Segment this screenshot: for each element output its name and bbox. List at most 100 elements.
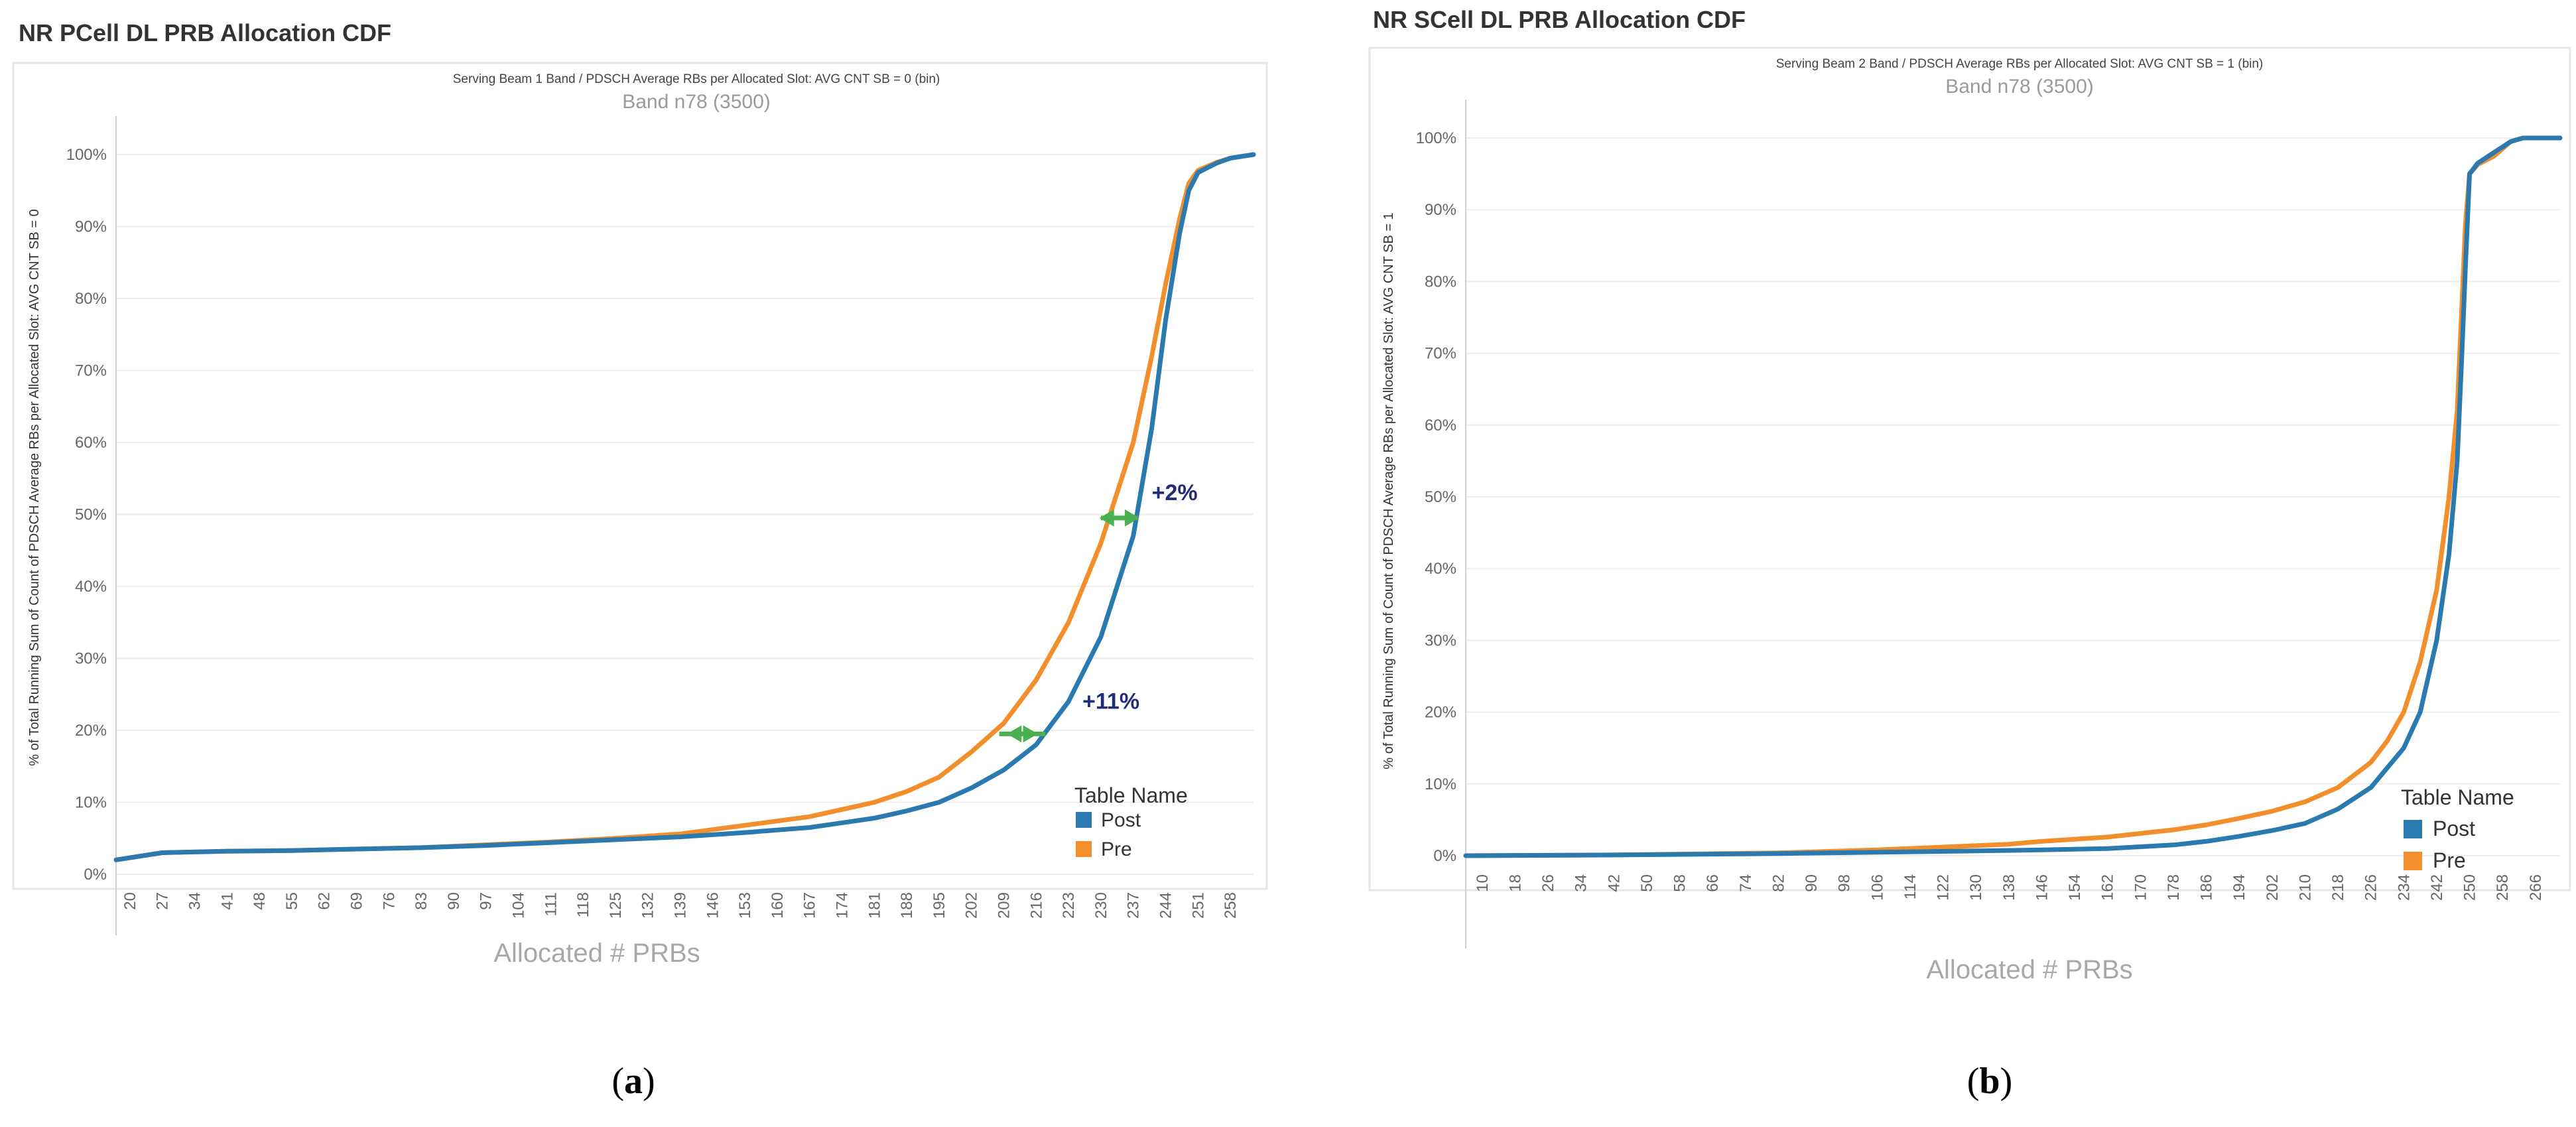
panel-a-legend-label-pre: Pre bbox=[1101, 838, 1132, 860]
panel-b-x-ticks: 10 18 26 34 42 50 58 66 74 82 90 98 106 114 122 130 138 1… bbox=[1474, 874, 2545, 901]
panel-a-subtitle: Serving Beam 1 Band / PDSCH Average RBs … bbox=[453, 72, 940, 86]
panel-a-x-tick-label: 146 bbox=[704, 892, 722, 919]
panel-b-x-tick-label: 234 bbox=[2395, 874, 2413, 901]
panel-a-x-tick-label: 139 bbox=[672, 892, 690, 919]
panel-b-x-tick-label: 26 bbox=[1539, 874, 1557, 892]
panel-b-x-tick-label: 242 bbox=[2428, 874, 2446, 901]
panel-a-series-line-pre bbox=[113, 152, 1256, 862]
panel-a-annotations: +2% +11% bbox=[999, 480, 1198, 743]
panel-a-x-tick-label: 209 bbox=[996, 892, 1013, 919]
panel-b-x-tick-label: 50 bbox=[1638, 874, 1656, 892]
panel-b-x-tick-label: 98 bbox=[1836, 874, 1854, 892]
panel-b-x-tick-label: 90 bbox=[1803, 874, 1821, 892]
panel-b-frame bbox=[1368, 46, 2571, 892]
panel-a-legend-label-post: Post bbox=[1101, 809, 1141, 831]
panel-b-x-tick-label: 162 bbox=[2099, 874, 2117, 901]
panel-b-x-tick-label: 178 bbox=[2165, 874, 2183, 901]
panel-b-y-tick-label: 40% bbox=[1425, 560, 1456, 578]
panel-a-y-tick-label: 0% bbox=[84, 866, 107, 884]
panel-b-y-tick-label: 50% bbox=[1425, 488, 1456, 506]
panel-b-x-tick-label: 226 bbox=[2362, 874, 2380, 901]
panel-b-x-tick-label: 42 bbox=[1605, 874, 1623, 892]
panel-a-x-tick-label: 223 bbox=[1060, 892, 1078, 919]
panel-b-x-tick-label: 10 bbox=[1474, 874, 1492, 892]
panel-a-x-tick-label: 41 bbox=[218, 892, 236, 910]
panel-b-x-tick-label: 210 bbox=[2296, 874, 2314, 901]
panel-b-x-tick-label: 154 bbox=[2066, 874, 2084, 901]
panel-a-series bbox=[113, 152, 1256, 862]
panel-b-x-tick-label: 218 bbox=[2329, 874, 2347, 901]
panel-b-y-tick-label: 20% bbox=[1425, 704, 1456, 722]
panel-a-x-tick-label: 104 bbox=[510, 892, 528, 919]
panel-b-y-tick-label: 100% bbox=[1416, 129, 1456, 147]
panel-a-y-tick-label: 50% bbox=[75, 506, 107, 524]
panel-a-y-ticks: 0% 10% 20% 30% 40% 50% 60% 70% 80% 90% 100% bbox=[66, 146, 107, 884]
panel-a-x-tick-label: 48 bbox=[251, 892, 269, 910]
panel-a-legend-swatch-post bbox=[1076, 812, 1092, 828]
panel-b-x-tick-label: 258 bbox=[2494, 874, 2512, 901]
panel-b-y-tick-label: 80% bbox=[1425, 273, 1456, 291]
panel-a-x-tick-label: 244 bbox=[1157, 892, 1175, 919]
panel-b-x-tick-label: 194 bbox=[2230, 874, 2248, 901]
panel-b-x-tick-label: 34 bbox=[1573, 874, 1590, 892]
panel-b-x-tick-label: 114 bbox=[1901, 874, 1919, 899]
panel-a-arrow-head bbox=[1099, 509, 1114, 527]
panel-b-subtitle: Serving Beam 2 Band / PDSCH Average RBs … bbox=[1776, 57, 2264, 71]
panel-a-x-tick-label: 132 bbox=[639, 892, 657, 919]
panel-b-x-tick-label: 130 bbox=[1967, 874, 1985, 901]
panel-a-y-tick-label: 30% bbox=[75, 650, 107, 668]
panel-a-title: NR PCell DL PRB Allocation CDF bbox=[19, 19, 391, 46]
panel-a-x-ticks: 20 27 34 41 48 55 62 69 76 83 90 97 104 111 118 125 132 1… bbox=[121, 892, 1240, 919]
panel-b-y-tick-label: 30% bbox=[1425, 631, 1456, 649]
caption-b: (b) bbox=[1967, 1061, 2012, 1102]
panel-a-x-tick-label: 34 bbox=[186, 892, 204, 910]
panel-a-y-tick-label: 10% bbox=[75, 794, 107, 812]
panel-a-legend: Table Name Post Pre bbox=[1074, 783, 1188, 860]
panel-a-x-tick-label: 125 bbox=[607, 892, 625, 919]
panel-a-series-line-post bbox=[113, 152, 1256, 862]
panel-b-x-tick-label: 18 bbox=[1506, 874, 1524, 892]
panel-a-x-tick-label: 20 bbox=[121, 892, 139, 910]
panel-a-frame bbox=[12, 62, 1268, 890]
panel-a-x-tick-label: 258 bbox=[1222, 892, 1240, 919]
panel-a-y-tick-label: 90% bbox=[75, 218, 107, 236]
panel-b-x-tick-label: 106 bbox=[1868, 874, 1886, 901]
panel-b-x-tick-label: 186 bbox=[2198, 874, 2216, 901]
panel-b-x-tick-label: 170 bbox=[2132, 874, 2150, 901]
panel-a: NR PCell DL PRB Allocation CDF Serving B… bbox=[12, 19, 1268, 968]
panel-b-y-tick-label: 0% bbox=[1433, 847, 1456, 865]
panel-b-x-tick-label: 66 bbox=[1704, 874, 1722, 892]
panel-a-x-tick-label: 27 bbox=[154, 892, 172, 910]
panel-b-x-tick-label: 82 bbox=[1770, 874, 1787, 892]
panel-a-x-tick-label: 62 bbox=[316, 892, 334, 910]
panel-a-y-tick-label: 80% bbox=[75, 290, 107, 308]
panel-a-x-tick-label: 55 bbox=[283, 892, 301, 910]
panel-b-y-tick-label: 60% bbox=[1425, 417, 1456, 434]
panel-b-y-axis-title: % of Total Running Sum of Count of PDSCH… bbox=[1382, 212, 1396, 769]
panel-a-y-axis-title: % of Total Running Sum of Count of PDSCH… bbox=[27, 209, 42, 766]
panel-b-x-tick-label: 122 bbox=[1935, 874, 1953, 901]
panel-b-y-ticks: 0% 10% 20% 30% 40% 50% 60% 70% 80% 90% 100% bbox=[1416, 129, 1456, 865]
panel-b-x-tick-label: 266 bbox=[2527, 874, 2545, 901]
panel-b-y-tick-label: 70% bbox=[1425, 345, 1456, 363]
panel-a-x-tick-label: 90 bbox=[445, 892, 463, 910]
panel-b-x-tick-label: 74 bbox=[1737, 874, 1755, 892]
panel-a-x-tick-label: 153 bbox=[736, 892, 754, 919]
panel-a-x-tick-label: 83 bbox=[413, 892, 430, 910]
panel-b-series-line-post bbox=[1463, 135, 2563, 858]
panel-a-x-tick-label: 111 bbox=[542, 892, 560, 916]
panel-b-x-tick-label: 58 bbox=[1671, 874, 1689, 892]
panel-a-x-tick-label: 118 bbox=[574, 892, 592, 917]
panel-b-series bbox=[1463, 135, 2563, 858]
panel-b-x-tick-label: 138 bbox=[2000, 874, 2018, 901]
panel-a-x-tick-label: 237 bbox=[1125, 892, 1143, 919]
panel-a-x-tick-label: 97 bbox=[478, 892, 495, 910]
panel-a-x-tick-label: 230 bbox=[1092, 892, 1110, 919]
panel-b-legend-label-pre: Pre bbox=[2433, 848, 2466, 872]
panel-b-legend-swatch-pre bbox=[2404, 852, 2422, 870]
panel-a-legend-title: Table Name bbox=[1074, 783, 1188, 807]
panel-a-x-tick-label: 251 bbox=[1189, 892, 1207, 919]
panel-b-legend-swatch-post bbox=[2404, 820, 2422, 838]
panel-b-y-tick-label: 10% bbox=[1425, 775, 1456, 793]
panel-b-x-axis-title: Allocated # PRBs bbox=[1926, 955, 2132, 984]
